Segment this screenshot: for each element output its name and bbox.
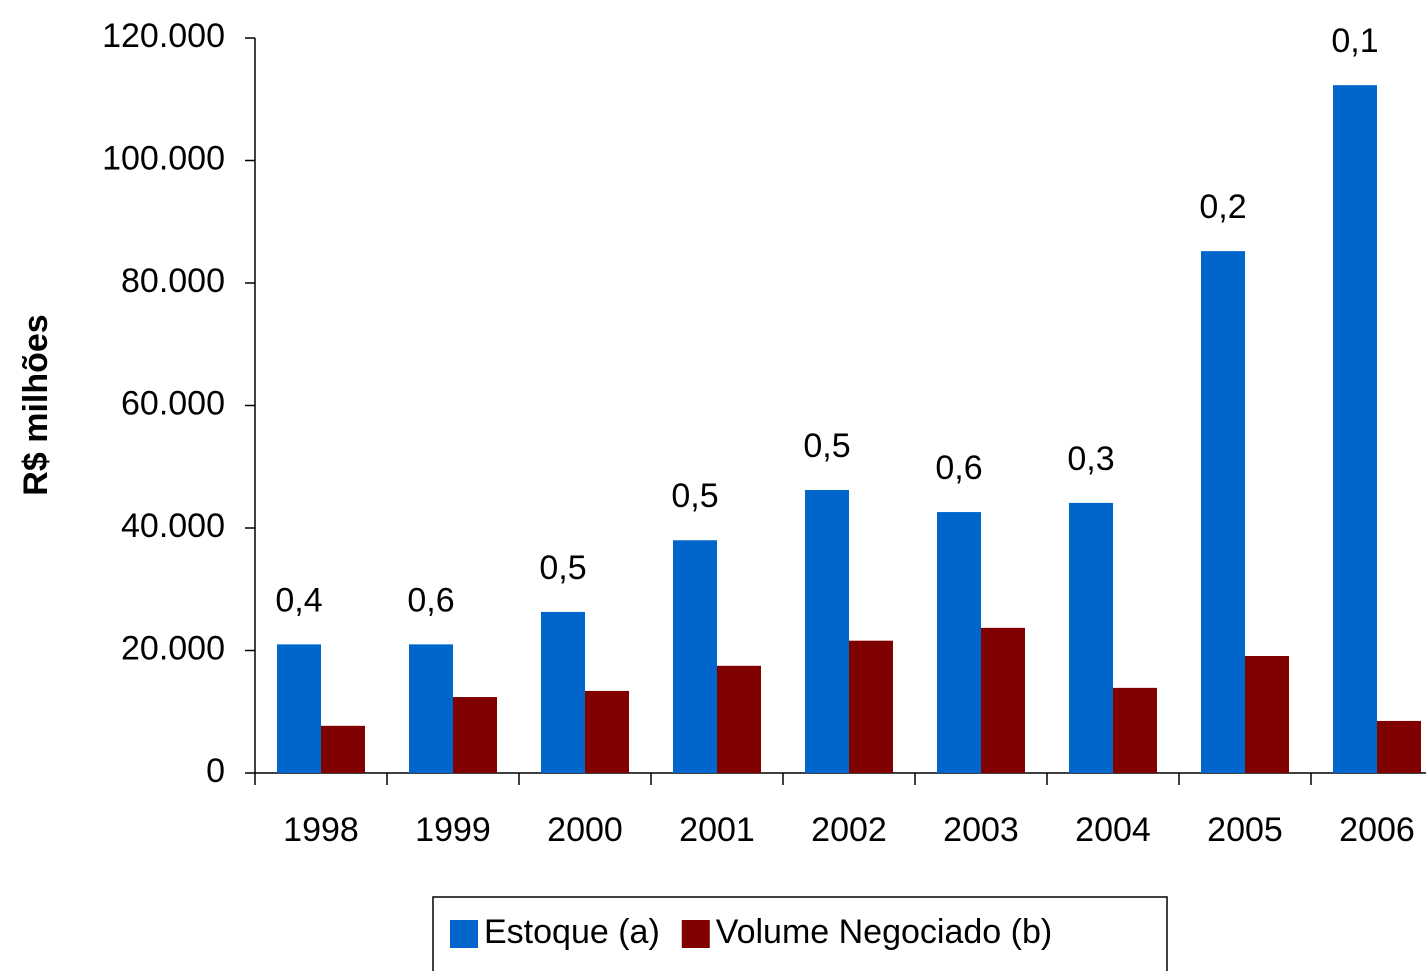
bar xyxy=(1333,85,1377,774)
bar xyxy=(1113,687,1157,773)
bar xyxy=(805,490,849,773)
bar xyxy=(717,665,761,773)
bar xyxy=(1245,656,1289,773)
x-tick-label: 1999 xyxy=(415,811,491,849)
y-axis-label: R$ milhões xyxy=(17,314,55,495)
annotation: 0,4 xyxy=(275,581,322,619)
bar xyxy=(409,644,453,773)
bar xyxy=(849,640,893,773)
annotation: 0,1 xyxy=(1331,22,1378,60)
bar xyxy=(541,611,585,773)
legend-box xyxy=(432,896,1168,971)
x-tick-label: 2000 xyxy=(547,811,623,849)
y-tick-label: 80.000 xyxy=(121,262,225,300)
y-tick-label: 20.000 xyxy=(121,629,225,667)
bar xyxy=(1201,251,1245,773)
bar xyxy=(453,697,497,773)
annotation: 0,6 xyxy=(407,581,454,619)
legend-swatch xyxy=(681,920,710,948)
y-tick-label: 100.000 xyxy=(102,139,225,177)
bar xyxy=(585,690,629,773)
x-tick-label: 1998 xyxy=(283,811,359,849)
x-tick-label: 2001 xyxy=(679,811,755,849)
legend-label: Estoque (a) xyxy=(484,913,660,951)
legend-label: Volume Negociado (b) xyxy=(716,913,1052,951)
annotation: 0,6 xyxy=(935,449,982,487)
x-tick-label: 2004 xyxy=(1075,811,1151,849)
y-tick-label: 60.000 xyxy=(121,384,225,422)
bar xyxy=(981,627,1025,773)
annotation: 0,5 xyxy=(803,427,850,465)
annotation: 0,2 xyxy=(1199,188,1246,226)
bar xyxy=(1069,502,1113,773)
bar xyxy=(673,540,717,773)
y-tick-label: 40.000 xyxy=(121,507,225,545)
annotation: 0,3 xyxy=(1067,440,1114,478)
y-tick-label: 0 xyxy=(206,752,225,790)
x-tick-label: 2006 xyxy=(1339,811,1415,849)
bar xyxy=(321,725,365,773)
x-tick-label: 2002 xyxy=(811,811,887,849)
bar xyxy=(937,512,981,773)
legend-swatch xyxy=(450,920,478,948)
x-tick-label: 2003 xyxy=(943,811,1019,849)
bar xyxy=(277,644,321,773)
x-tick-label: 2005 xyxy=(1207,811,1283,849)
annotation: 0,5 xyxy=(671,477,718,515)
y-tick-label: 120.000 xyxy=(102,17,225,55)
bar xyxy=(1377,720,1421,773)
annotation: 0,5 xyxy=(539,549,586,587)
